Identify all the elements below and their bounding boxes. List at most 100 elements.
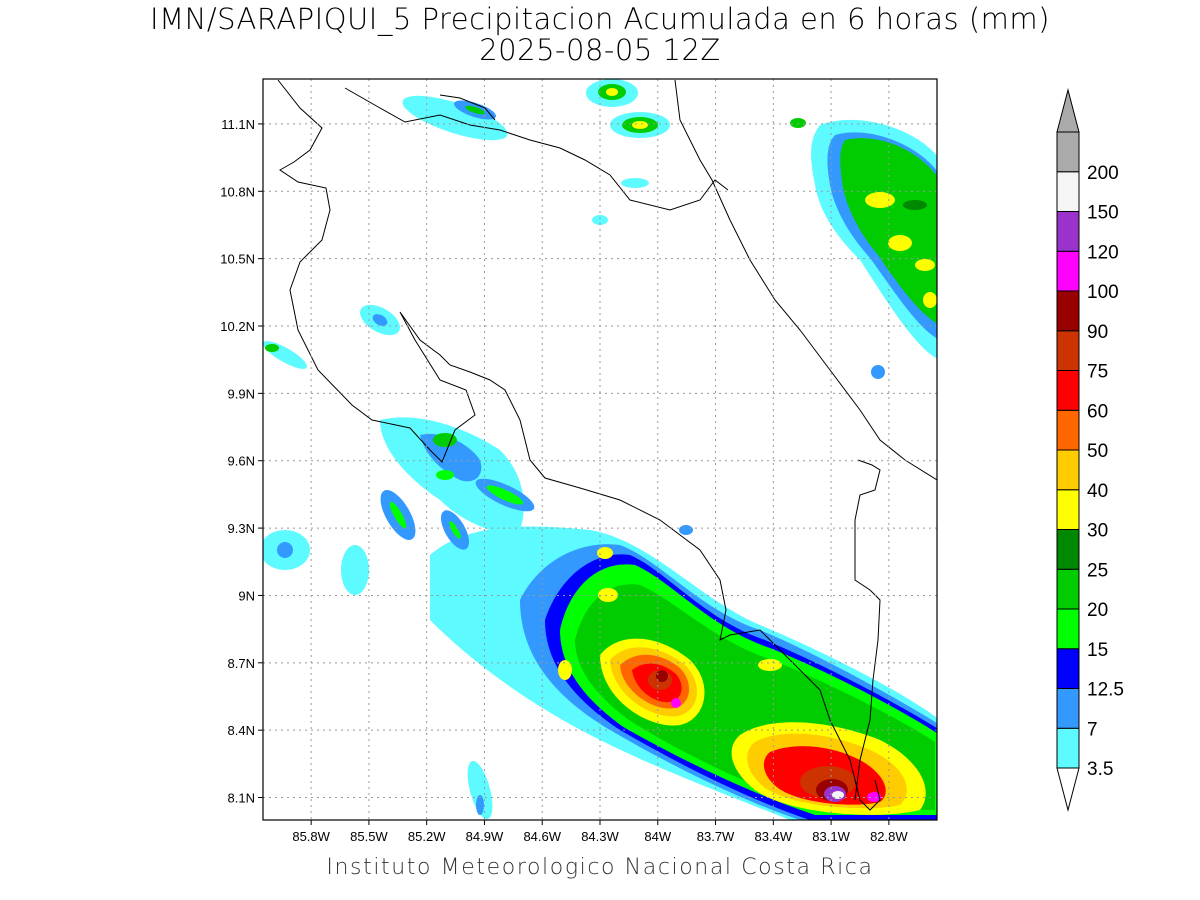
rain-band-scattered (476, 795, 484, 815)
rain-band-north (465, 105, 485, 115)
colorbar-swatch (1056, 727, 1080, 769)
latitude-axis: 8.1N 8.4N 8.7N 9N 9.3N 9.6N 9.9N 10.2N 10.5N 10.8… (220, 117, 263, 806)
colorbar-swatch (1056, 171, 1080, 212)
colorbar-label: 20 (1087, 600, 1108, 621)
lon-tick-label: 85.5W (350, 829, 388, 844)
rain-band-central (433, 433, 457, 447)
lake-nicaragua-shore (439, 94, 496, 121)
rain-contour-90 (656, 670, 668, 682)
rain-band-north (402, 95, 508, 141)
colorbar-label: 3.5 (1087, 759, 1113, 780)
lon-tick-label: 84.9W (466, 829, 504, 844)
lon-tick-label: 85.2W (408, 829, 446, 844)
lat-tick-label: 8.4N (228, 723, 255, 738)
colorbar-swatch (1056, 250, 1080, 292)
lon-tick-label: 85.8W (292, 829, 330, 844)
panama-border (854, 459, 881, 801)
colorbar-label: 12.5 (1087, 680, 1124, 701)
rain-contour-150-se (832, 791, 844, 799)
rain-band-caribbean (915, 259, 935, 271)
colorbar-label: 15 (1087, 640, 1108, 661)
rain-band-north (871, 365, 885, 379)
lat-tick-label: 9.3N (228, 521, 255, 536)
colorbar-label: 150 (1087, 203, 1119, 224)
rain-band-caribbean (865, 192, 895, 208)
colorbar-swatch (1056, 648, 1080, 689)
pacific-coastline (277, 79, 881, 811)
colorbar-swatch (1056, 211, 1080, 252)
colorbar-max-arrow (1056, 88, 1080, 133)
institution-credit: Instituto Meteorologico Nacional Costa R… (326, 855, 874, 880)
nicaragua-border (344, 87, 729, 211)
rain-band-scattered (679, 525, 693, 535)
colorbar-label: 40 (1087, 481, 1108, 502)
rain-band-north (606, 88, 618, 96)
lat-tick-label: 9.6N (228, 454, 255, 469)
map-title: IMN/SARAPIQUI_5 Precipitacion Acumulada … (0, 4, 1200, 66)
rain-band-scattered (277, 542, 293, 558)
rain-contour-30-patch (558, 660, 572, 680)
colorbar-swatch (1056, 449, 1080, 491)
colorbar-label: 200 (1087, 163, 1119, 184)
colorbar-label: 90 (1087, 322, 1108, 343)
colorbar-label: 25 (1087, 560, 1108, 581)
lat-tick-label: 10.5N (220, 252, 255, 267)
rain-band-central (449, 521, 461, 539)
rain-band-scattered (372, 314, 388, 326)
colorbar-label: 7 (1087, 719, 1098, 740)
longitude-axis: 85.8W 85.5W 85.2W 84.9W 84.6W 84.3W 84W 83.7W 83… (292, 820, 908, 844)
colorbar-min-arrow (1056, 767, 1080, 812)
lat-tick-label: 11.1N (221, 117, 255, 132)
colorbar-swatch (1056, 688, 1080, 729)
colorbar-swatch (1056, 568, 1080, 610)
lon-tick-label: 83.1W (812, 829, 850, 844)
title-line-2: 2025-08-05 12Z (479, 33, 721, 67)
lon-tick-label: 83.4W (755, 829, 793, 844)
rain-contour-30-patch (758, 659, 782, 671)
colorbar-label: 100 (1087, 282, 1119, 303)
rain-contour-100-se (867, 792, 881, 802)
rain-band-north (632, 121, 648, 129)
rain-band-caribbean (888, 235, 912, 251)
lon-tick-label: 83.7W (697, 829, 735, 844)
colorbar-swatch (1056, 330, 1080, 371)
colorbar-swatch (1056, 370, 1080, 411)
lat-tick-label: 9N (238, 588, 255, 603)
rain-band-central (389, 501, 407, 529)
rain-band-central (436, 470, 454, 480)
colorbar-label: 75 (1087, 362, 1108, 383)
rain-band-scattered (265, 344, 279, 352)
rain-band-north (592, 215, 608, 225)
rain-contour-30-patch (598, 588, 618, 602)
rain-band-north (790, 118, 806, 128)
colorbar-swatch (1056, 489, 1080, 530)
colorbar-swatch (1056, 290, 1080, 332)
colorbar-swatch (1056, 131, 1080, 173)
lat-lon-grid (263, 79, 937, 820)
colorbar-label: 120 (1087, 242, 1119, 263)
title-line-1: IMN/SARAPIQUI_5 Precipitacion Acumulada … (150, 2, 1050, 36)
coastline-borders (277, 79, 937, 811)
rain-contour-30-patch (597, 547, 613, 559)
colorbar-label: 60 (1087, 401, 1108, 422)
colorbar-label: 50 (1087, 441, 1108, 462)
lon-tick-label: 84.6W (523, 829, 561, 844)
rain-band-central (420, 434, 482, 482)
lat-tick-label: 10.2N (220, 319, 255, 334)
lon-tick-label: 84W (644, 829, 671, 844)
rain-band-scattered (467, 760, 493, 820)
rain-band-scattered (341, 545, 369, 595)
lat-tick-label: 8.7N (228, 656, 255, 671)
rain-band-caribbean (923, 292, 937, 308)
colorbar-swatch (1056, 608, 1080, 650)
rain-contour-100 (671, 698, 681, 708)
colorbar-label: 30 (1087, 521, 1108, 542)
lat-tick-label: 10.8N (220, 184, 255, 199)
lat-tick-label: 9.9N (228, 386, 255, 401)
rain-band-central (486, 485, 524, 505)
colorbar-swatch (1056, 409, 1080, 451)
lat-tick-label: 8.1N (228, 791, 255, 806)
colorbar-swatch (1056, 529, 1080, 570)
rain-band-caribbean (903, 200, 927, 210)
